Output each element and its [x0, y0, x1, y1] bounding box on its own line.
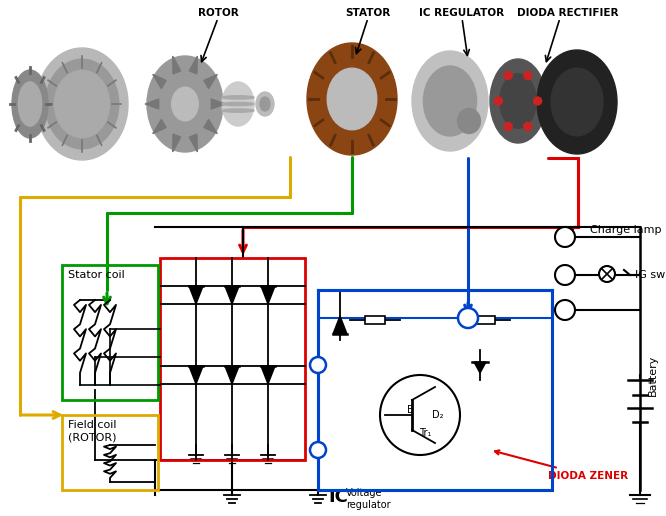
Text: DIODA RECTIFIER: DIODA RECTIFIER [517, 8, 619, 18]
Ellipse shape [260, 97, 270, 111]
Polygon shape [153, 120, 166, 134]
Polygon shape [172, 134, 180, 152]
Polygon shape [172, 56, 180, 74]
Text: Charge lamp: Charge lamp [590, 225, 661, 235]
Ellipse shape [18, 82, 42, 126]
Circle shape [555, 227, 575, 247]
Ellipse shape [500, 74, 536, 128]
Circle shape [599, 266, 615, 282]
Polygon shape [225, 366, 239, 384]
Text: (ROTOR): (ROTOR) [68, 433, 117, 443]
Polygon shape [474, 362, 486, 373]
Ellipse shape [490, 59, 546, 143]
Bar [62, 265, 158, 400]
Polygon shape [189, 366, 203, 384]
Text: B: B [561, 232, 569, 242]
Ellipse shape [412, 51, 488, 151]
Ellipse shape [222, 109, 254, 112]
Polygon shape [189, 56, 197, 74]
Ellipse shape [424, 66, 477, 136]
Polygon shape [189, 286, 203, 304]
Text: R: R [561, 305, 569, 315]
Ellipse shape [222, 82, 254, 126]
Circle shape [523, 122, 531, 131]
Polygon shape [261, 366, 275, 384]
Ellipse shape [147, 56, 223, 152]
Text: Field coil: Field coil [68, 420, 117, 430]
Bar [318, 290, 552, 490]
Ellipse shape [36, 48, 128, 160]
Circle shape [310, 442, 326, 458]
Polygon shape [204, 74, 217, 89]
Polygon shape [225, 286, 239, 304]
Circle shape [458, 308, 478, 328]
Polygon shape [261, 286, 275, 304]
Ellipse shape [45, 59, 119, 149]
Text: STATOR: STATOR [346, 8, 391, 18]
Ellipse shape [307, 43, 397, 155]
Text: Stator coil: Stator coil [68, 270, 125, 280]
Text: B: B [407, 405, 414, 415]
Text: L: L [465, 313, 471, 323]
Text: D₂: D₂ [432, 410, 444, 420]
Circle shape [504, 122, 512, 131]
Polygon shape [145, 99, 159, 109]
Polygon shape [153, 74, 166, 89]
Ellipse shape [327, 68, 377, 130]
Polygon shape [189, 134, 197, 152]
Ellipse shape [256, 92, 274, 116]
Ellipse shape [222, 96, 254, 99]
Text: IC REGULATOR: IC REGULATOR [420, 8, 505, 18]
Polygon shape [211, 99, 225, 109]
Text: L: L [561, 270, 568, 280]
Circle shape [555, 300, 575, 320]
Circle shape [504, 72, 512, 79]
Text: Battery: Battery [648, 354, 658, 396]
Polygon shape [333, 316, 347, 334]
Text: DIODA ZENER: DIODA ZENER [495, 450, 628, 481]
Ellipse shape [537, 50, 617, 154]
Ellipse shape [551, 68, 603, 136]
Circle shape [555, 265, 575, 285]
Ellipse shape [55, 70, 110, 138]
Bar [62, 415, 158, 490]
Text: Voltage
regulator: Voltage regulator [346, 488, 391, 510]
Bar [160, 258, 305, 460]
Circle shape [533, 97, 541, 105]
Text: IG switch: IG switch [635, 270, 666, 280]
Polygon shape [204, 120, 217, 134]
Text: ROTOR: ROTOR [198, 8, 238, 18]
Ellipse shape [172, 87, 198, 121]
Bar [365, 316, 385, 324]
Text: IC: IC [328, 488, 348, 506]
Ellipse shape [12, 70, 48, 138]
Ellipse shape [222, 102, 254, 106]
Circle shape [494, 97, 502, 105]
Circle shape [523, 72, 531, 79]
Text: Tr₁: Tr₁ [419, 428, 431, 438]
Circle shape [310, 357, 326, 373]
Ellipse shape [458, 108, 480, 134]
Bar [475, 316, 495, 324]
